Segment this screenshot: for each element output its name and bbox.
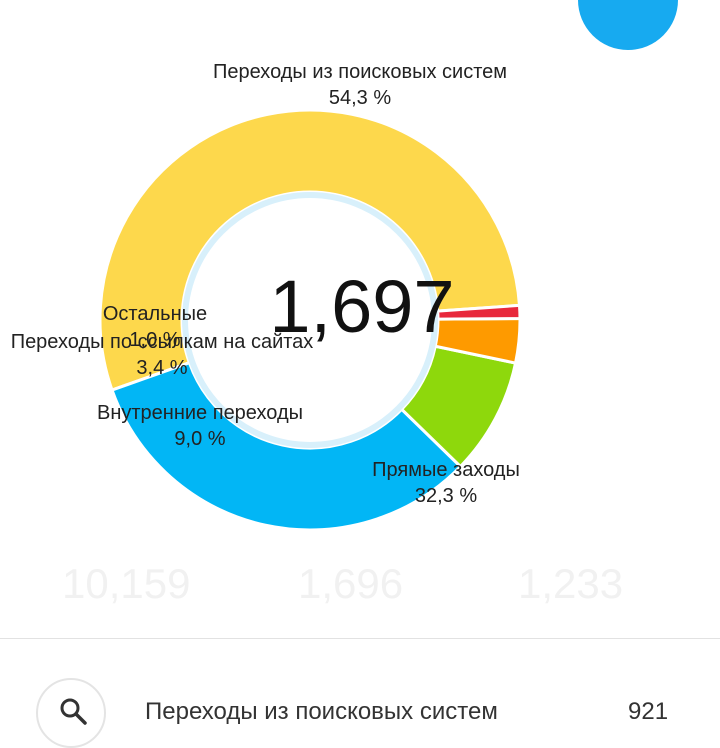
donut-chart: 1,697 Переходы из поисковых систем 54,3 %… <box>11 61 522 532</box>
slice-5-name-label: Остальные <box>103 303 207 325</box>
slice-3-percent-label: 9,0 % <box>174 428 225 450</box>
list-item-value: 921 <box>628 698 669 725</box>
slice-4-percent-label: 3,4 % <box>136 357 187 379</box>
inner-ring <box>182 192 438 448</box>
stat-value-3: 1,233 <box>518 560 624 607</box>
stat-value-2: 1,696 <box>298 560 404 607</box>
slice-5-percent-label: 1,0 % <box>129 329 180 351</box>
list-item-label: Переходы из поисковых систем <box>145 698 498 725</box>
slice-1-name-label: Переходы из поисковых систем <box>213 61 507 83</box>
slice-4-name-label: Переходы по ссылкам на сайтах <box>11 331 314 353</box>
slice-3-name-label: Внутренние переходы <box>97 402 303 424</box>
slice-2-name-label: Прямые заходы <box>372 459 520 481</box>
slice-2-percent-label: 32,3 % <box>415 485 477 507</box>
stats-row: 10,159 1,696 1,233 <box>0 560 720 630</box>
slice-2[interactable] <box>110 360 463 532</box>
search-icon <box>36 678 106 748</box>
stat-value-1: 10,159 <box>62 560 191 607</box>
divider <box>0 638 720 639</box>
slice-1-percent-label: 54,3 % <box>329 87 391 109</box>
center-total-value: 1,697 <box>269 265 454 348</box>
